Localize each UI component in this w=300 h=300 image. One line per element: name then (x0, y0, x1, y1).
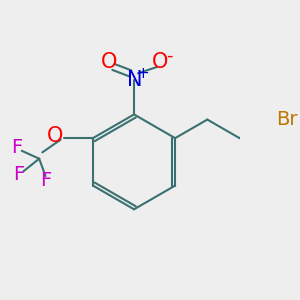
Text: F: F (13, 165, 24, 184)
Text: F: F (40, 171, 51, 190)
Text: O: O (100, 52, 117, 72)
Text: N: N (127, 70, 142, 90)
Text: Br: Br (277, 110, 298, 129)
Text: F: F (11, 138, 23, 157)
Text: +: + (136, 66, 149, 81)
Text: O: O (46, 126, 63, 146)
Text: O: O (152, 52, 168, 72)
Text: -: - (167, 47, 173, 65)
